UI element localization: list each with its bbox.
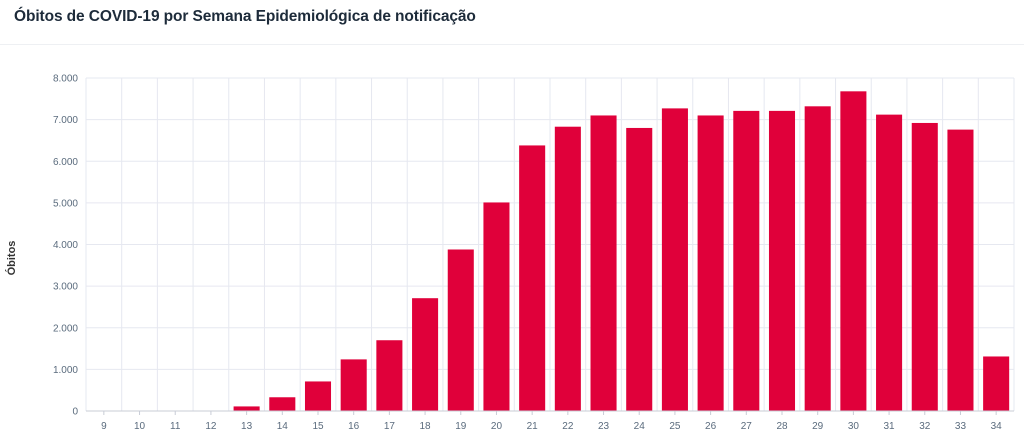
x-tick-label: 30	[848, 421, 860, 432]
x-gridlines	[85, 78, 1015, 411]
bar	[483, 202, 510, 411]
y-tick-label: 4.000	[53, 240, 78, 251]
bar	[983, 356, 1010, 411]
bar	[840, 91, 867, 411]
y-tick-label: 2.000	[53, 323, 78, 334]
bar	[233, 406, 260, 411]
x-tick-label: 28	[776, 421, 788, 432]
x-tick-label: 21	[527, 421, 539, 432]
x-tick-label: 16	[348, 421, 360, 432]
bar	[590, 115, 617, 412]
bar	[947, 129, 974, 412]
bar	[661, 108, 688, 411]
x-tick-label: 19	[455, 421, 467, 432]
y-tick-label: 6.000	[53, 157, 78, 168]
y-tick-label: 7.000	[53, 115, 78, 126]
bar	[447, 249, 474, 411]
x-tick-label: 14	[277, 421, 289, 432]
x-tick-label: 32	[919, 421, 931, 432]
bar	[911, 122, 938, 411]
x-tick-label: 24	[634, 421, 646, 432]
x-tick-label: 22	[562, 421, 574, 432]
y-tick-label: 1.000	[53, 365, 78, 376]
x-tick-label: 15	[312, 421, 324, 432]
x-tick-label: 13	[241, 421, 253, 432]
bar	[804, 106, 831, 412]
x-tick-labels: 9 10 11 12 13 14 15 16 17 18 19 20 21 22 23 24 25 26 27 28 2…	[101, 411, 1002, 432]
bar	[554, 126, 581, 412]
bar	[340, 359, 367, 411]
x-tick-label: 10	[134, 421, 146, 432]
x-tick-label: 9	[101, 421, 107, 432]
y-tick-labels: 0 1.000 2.000 3.000 4.000 5.000 6.000 7.000 8.00…	[53, 74, 78, 418]
bar	[876, 114, 903, 411]
chart-title: Óbitos de COVID-19 por Semana Epidemioló…	[14, 8, 476, 25]
bar	[697, 115, 724, 412]
bar	[768, 110, 796, 411]
x-tick-label: 20	[491, 421, 503, 432]
x-tick-label: 33	[955, 421, 967, 432]
x-tick-label: 29	[812, 421, 824, 432]
bar	[376, 340, 403, 411]
y-tick-label: 3.000	[53, 282, 78, 293]
y-tick-label: 5.000	[53, 198, 78, 209]
x-tick-label: 17	[384, 421, 396, 432]
x-tick-label: 34	[991, 421, 1003, 432]
bar	[304, 381, 332, 411]
x-tick-label: 26	[705, 421, 717, 432]
bar	[733, 110, 760, 411]
bar	[269, 397, 296, 411]
x-tick-label: 23	[598, 421, 610, 432]
header-divider	[0, 44, 1024, 45]
x-tick-label: 31	[884, 421, 896, 432]
bar	[519, 145, 546, 411]
x-tick-label: 12	[205, 421, 217, 432]
x-tick-label: 27	[741, 421, 753, 432]
bar	[412, 298, 439, 411]
y-tick-label: 8.000	[53, 74, 78, 85]
bars	[197, 91, 1010, 412]
bar	[626, 127, 653, 411]
x-tick-label: 11	[170, 421, 181, 432]
x-tick-label: 18	[420, 421, 432, 432]
y-tick-label: 0	[72, 407, 78, 418]
x-tick-label: 25	[669, 421, 681, 432]
